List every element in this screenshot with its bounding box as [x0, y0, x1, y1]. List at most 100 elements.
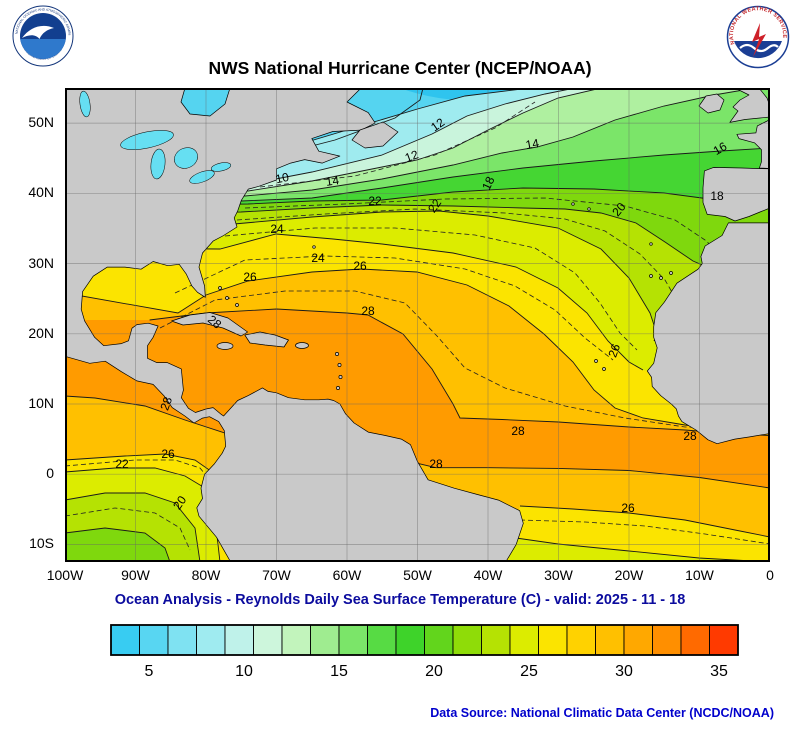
- colorbar-tick-label: 15: [330, 663, 348, 680]
- lake-huron: [174, 147, 198, 169]
- x-axis-label: 0: [766, 567, 774, 583]
- y-axis-label: 10S: [29, 535, 54, 552]
- contour-label: 26: [243, 270, 257, 284]
- nws-lightning-icon: [752, 23, 766, 57]
- cape-verde-island: [602, 367, 606, 371]
- contour-label: 28: [157, 395, 175, 413]
- colorbar-segment: [452, 624, 482, 656]
- contour-label: 26: [353, 259, 367, 273]
- x-axis-label: 80W: [191, 567, 221, 583]
- contour-label: 18: [710, 189, 724, 203]
- azores-island: [571, 202, 575, 206]
- lake-superior: [120, 130, 174, 150]
- canary-island: [669, 271, 673, 275]
- noaa-gull-icon: [22, 25, 54, 39]
- madeira-island: [649, 242, 653, 246]
- page-title: NWS National Hurricane Center (NCEP/NOAA…: [208, 58, 592, 78]
- bahamas-island: [218, 286, 222, 290]
- antilles-island: [335, 352, 339, 356]
- y-axis-label: 30N: [28, 254, 54, 271]
- colorbar-segment: [680, 624, 710, 656]
- colorbar-segment: [196, 624, 226, 656]
- x-axis-label: 10W: [685, 567, 714, 583]
- contour-label: 22: [115, 457, 129, 471]
- contour-label: 26: [621, 501, 635, 515]
- colorbar-segment: [281, 624, 311, 656]
- colorbar-segment: [395, 624, 425, 656]
- x-axis-label: 40W: [473, 567, 503, 583]
- x-axis-label: 50W: [403, 567, 432, 583]
- lat-lon-grid: [65, 88, 770, 562]
- colorbar-tick-label: 35: [710, 663, 728, 680]
- colorbar-tick-label: 25: [520, 663, 538, 680]
- france-landmass: [736, 119, 770, 169]
- data-source: Data Source: National Climatic Data Cent…: [430, 706, 774, 720]
- x-axis-label: 70W: [262, 567, 291, 583]
- x-axis-label: 30W: [544, 567, 573, 583]
- contour-label: 26: [161, 447, 175, 461]
- sst-map: 10 14 22 24 24 26 26 28 12 12 14 18 22 16 18 20 26 28 28 22…: [65, 88, 770, 562]
- contour-label: 24: [270, 222, 284, 236]
- sst-map-canvas: 10 14222424262628121214182216182026282822…: [65, 88, 770, 562]
- antilles-island: [336, 386, 340, 390]
- bahamas-island: [225, 296, 229, 300]
- great-lakes: [79, 90, 232, 184]
- contour-label: 26: [605, 342, 623, 360]
- lake-erie: [189, 170, 215, 184]
- dashed-contours: [65, 101, 770, 551]
- x-axis-label: 90W: [121, 567, 150, 583]
- colorbar: [110, 624, 739, 658]
- land-masses: [65, 88, 770, 562]
- contour-label: 14: [525, 136, 541, 152]
- longitude-axis: 100W 90W 80W 70W 60W 50W 40W 30W 20W 10W 0: [47, 567, 774, 587]
- jamaica-island: [216, 342, 234, 350]
- colorbar-tick-label: 20: [425, 663, 443, 680]
- bermuda-island: [312, 245, 316, 249]
- colorbar-segment: [566, 624, 596, 656]
- colorbar-segment: [595, 624, 625, 656]
- map-border: [65, 88, 770, 562]
- hispaniola-island: [244, 331, 289, 348]
- antilles-island: [338, 375, 343, 379]
- contour-label: 22: [368, 194, 382, 208]
- puerto-rico-island: [295, 342, 309, 349]
- y-axis-label: 50N: [28, 114, 54, 131]
- contour-label: 24: [311, 251, 325, 265]
- canary-island: [649, 274, 653, 278]
- noaa-logo: NATIONAL OCEANIC AND ATMOSPHERIC ADMINIS…: [11, 2, 74, 72]
- great-britain-island: [729, 88, 770, 123]
- colorbar-segment: [139, 624, 169, 656]
- colorbar-segment: [367, 624, 397, 656]
- y-axis-label: 40N: [28, 184, 54, 201]
- contour-label: 12: [403, 147, 421, 165]
- colorbar-segment: [709, 624, 739, 656]
- contour-label: 16: [711, 139, 730, 158]
- contour-label: 28: [429, 457, 443, 471]
- canary-island: [659, 276, 663, 280]
- x-axis-label: 60W: [332, 567, 362, 583]
- x-axis-label: 20W: [614, 567, 644, 583]
- contour-label: 18: [479, 174, 497, 192]
- colorbar-segment: [338, 624, 368, 656]
- x-axis-label: 100W: [46, 567, 84, 583]
- noaa-emblem-sea: [20, 39, 66, 59]
- contour-label: 28: [511, 424, 525, 438]
- colorbar-segment: [509, 624, 539, 656]
- colorbar-tick-label: 30: [615, 663, 633, 680]
- colorbar-segment: [253, 624, 283, 656]
- colorbar-segment: [623, 624, 653, 656]
- latitude-axis: 50N 40N 30N 20N 10N 0 10S: [0, 88, 58, 562]
- colorbar-segment: [481, 624, 511, 656]
- colorbar-scale: [110, 624, 739, 656]
- y-axis-label: 20N: [28, 324, 54, 341]
- colorbar-segment: [310, 624, 340, 656]
- colorbar-segment: [167, 624, 197, 656]
- y-axis-label: 0: [46, 465, 54, 482]
- nws-logo: NATIONAL WEATHER SERVICE: [726, 5, 790, 74]
- colorbar-ticks: 5 10 15 20 25 30 35: [111, 663, 738, 685]
- y-axis-label: 10N: [28, 394, 54, 411]
- azores-island: [587, 207, 591, 211]
- colorbar-segment: [652, 624, 682, 656]
- colorbar-segment: [538, 624, 568, 656]
